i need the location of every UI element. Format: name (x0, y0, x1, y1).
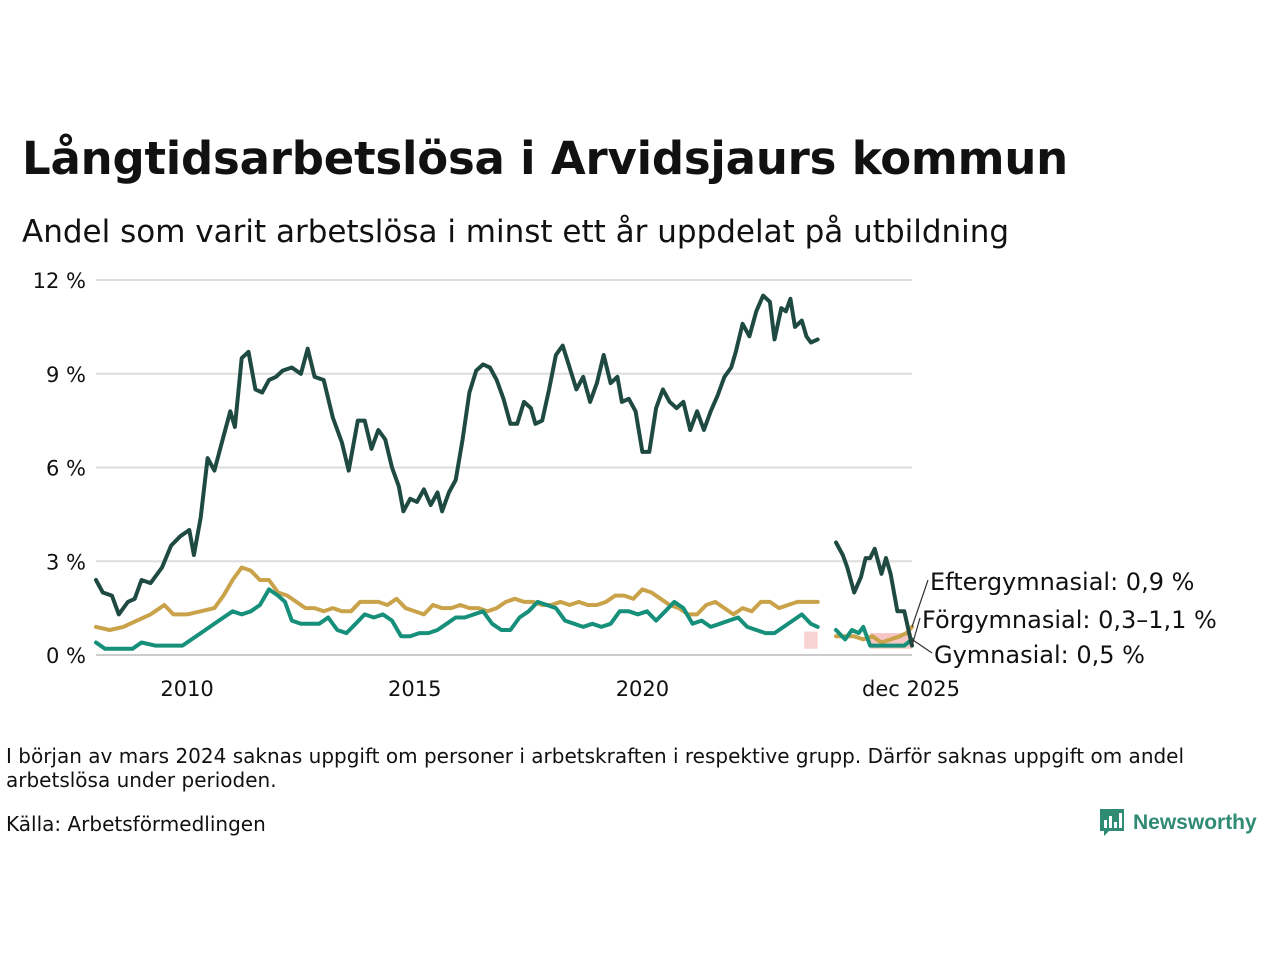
end-label-förgymnasial: Förgymnasial: 0,3–1,1 % (922, 606, 1217, 634)
series-line-förgymnasial-recent (834, 540, 914, 648)
chart-source: Källa: Arbetsförmedlingen (6, 812, 266, 836)
x-tick-label: 2020 (616, 677, 669, 701)
series-line-förgymnasial (94, 293, 820, 617)
logo-text: Newsworthy (1133, 811, 1257, 834)
y-tick-label: 3 % (46, 550, 86, 574)
x-tick-label: 2015 (388, 677, 441, 701)
y-tick-label: 0 % (46, 644, 86, 668)
end-label-leader (911, 579, 929, 628)
y-tick-label: 6 % (46, 457, 86, 481)
range-band (804, 631, 818, 649)
end-label-leader (911, 617, 921, 646)
chart-title: Långtidsarbetslösa i Arvidsjaurs kommun (22, 132, 1068, 185)
series-line-gymnasial-recent (834, 624, 914, 648)
x-tick-label: dec 2025 (862, 677, 960, 701)
newsworthy-logo: Newsworthy (1098, 806, 1257, 840)
series-line-eftergymnasial (94, 565, 820, 632)
end-label-gymnasial: Gymnasial: 0,5 % (934, 641, 1145, 669)
newsworthy-chart-icon (1100, 809, 1124, 836)
x-tick-label: 2010 (160, 677, 213, 701)
y-tick-label: 12 % (33, 269, 86, 293)
chart-subtitle: Andel som varit arbetslösa i minst ett å… (22, 214, 1010, 250)
end-label-eftergymnasial: Eftergymnasial: 0,9 % (930, 568, 1194, 596)
y-tick-label: 9 % (46, 363, 86, 387)
chart-note: I början av mars 2024 saknas uppgift om … (6, 744, 1185, 792)
series-line-gymnasial (94, 587, 820, 651)
end-label-leader (911, 638, 933, 654)
